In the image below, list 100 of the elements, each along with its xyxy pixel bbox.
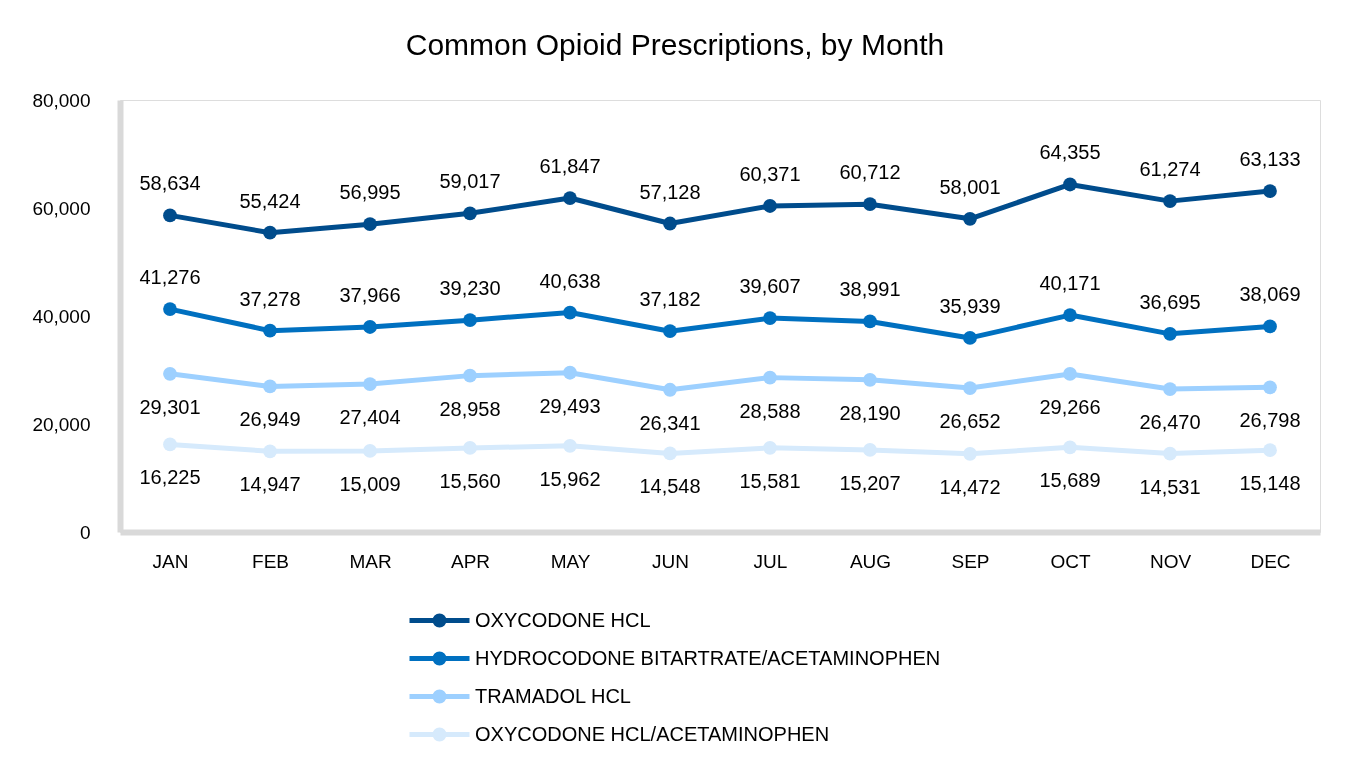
- y-tick-label: 0: [79, 521, 91, 543]
- data-label: 36,695: [1139, 290, 1201, 313]
- data-label: 40,638: [539, 269, 601, 292]
- point: [763, 199, 777, 213]
- point: [163, 302, 177, 316]
- point: [163, 437, 177, 452]
- point: [1263, 443, 1277, 458]
- point: [1263, 184, 1277, 198]
- data-label: 26,341: [639, 411, 701, 434]
- point: [1163, 382, 1177, 396]
- data-label: 14,531: [1139, 475, 1201, 498]
- data-label: 39,230: [439, 277, 501, 300]
- data-label: 40,171: [1039, 272, 1101, 295]
- data-label: 29,301: [139, 395, 201, 418]
- point: [1163, 326, 1177, 341]
- data-label: 15,560: [439, 469, 501, 492]
- data-label: 26,470: [1139, 411, 1201, 434]
- point: [463, 441, 477, 455]
- point: [463, 368, 477, 383]
- data-label: 28,958: [439, 397, 501, 420]
- data-label: 15,207: [839, 471, 901, 494]
- point: [263, 379, 277, 394]
- x-tick-label: JUL: [753, 550, 788, 572]
- point: [363, 217, 377, 232]
- point: [663, 324, 677, 339]
- data-label: 14,548: [639, 475, 701, 498]
- data-label: 28,588: [739, 399, 801, 422]
- data-label: 26,949: [239, 408, 301, 431]
- data-label: 15,581: [739, 469, 801, 492]
- data-label: 26,652: [939, 410, 1001, 433]
- data-label: 41,276: [139, 266, 201, 289]
- point: [663, 446, 677, 461]
- point: [763, 440, 777, 455]
- data-label: 15,962: [539, 467, 601, 490]
- x-tick-label: DEC: [1250, 550, 1291, 572]
- legend-label: TRAMADOL HCL: [475, 684, 631, 707]
- data-label: 37,966: [339, 283, 401, 306]
- x-tick-label: JUN: [652, 550, 689, 572]
- point: [963, 331, 977, 345]
- point: [1063, 308, 1077, 322]
- point: [563, 305, 577, 320]
- point: [363, 444, 377, 458]
- point: [763, 370, 777, 385]
- point: [263, 225, 277, 240]
- x-tick-label: APR: [450, 550, 491, 572]
- data-label: 35,939: [939, 294, 1001, 317]
- data-label: 29,266: [1039, 395, 1101, 418]
- point: [1263, 380, 1277, 395]
- point: [863, 197, 877, 212]
- data-label: 59,017: [439, 170, 501, 193]
- point: [563, 365, 577, 380]
- y-tick-label: 40,000: [32, 305, 91, 327]
- point: [1263, 319, 1277, 334]
- data-label: 64,355: [1039, 141, 1101, 164]
- data-label: 58,634: [139, 172, 201, 195]
- data-label: 37,278: [239, 287, 301, 310]
- point: [1063, 367, 1077, 381]
- legend-label: OXYCODONE HCL/ACETAMINOPHEN: [475, 722, 830, 745]
- x-tick-label: MAY: [550, 550, 591, 572]
- point: [963, 446, 977, 461]
- point: [1063, 177, 1077, 192]
- data-label: 61,847: [539, 155, 601, 178]
- data-label: 27,404: [339, 406, 401, 429]
- data-label: 15,009: [339, 472, 401, 495]
- data-label: 26,798: [1239, 409, 1301, 432]
- data-label: 14,947: [239, 473, 301, 496]
- point: [463, 313, 477, 328]
- point: [963, 381, 977, 395]
- point: [663, 216, 677, 231]
- data-label: 38,069: [1239, 283, 1301, 306]
- data-label: 60,712: [839, 161, 901, 184]
- point: [563, 191, 577, 205]
- point: [1163, 446, 1177, 461]
- data-label: 39,607: [739, 275, 801, 298]
- point: [263, 444, 277, 459]
- x-tick-label: NOV: [1149, 550, 1192, 572]
- x-tick-label: FEB: [252, 550, 289, 572]
- data-label: 28,190: [839, 401, 901, 424]
- point: [363, 377, 377, 391]
- data-label: 56,995: [339, 181, 401, 204]
- x-tick-label: JAN: [152, 550, 189, 572]
- y-tick-label: 60,000: [32, 197, 91, 219]
- point: [763, 311, 777, 325]
- x-tick-label: MAR: [349, 550, 392, 572]
- point: [1163, 194, 1177, 208]
- data-label: 14,472: [939, 475, 1001, 498]
- legend-label: OXYCODONE HCL: [475, 608, 651, 631]
- data-label: 37,182: [639, 288, 701, 311]
- point: [663, 382, 677, 397]
- data-label: 58,001: [939, 175, 1001, 198]
- data-label: 55,424: [239, 189, 301, 212]
- data-label: 63,133: [1239, 148, 1301, 171]
- data-label: 57,128: [639, 180, 701, 203]
- x-tick-label: AUG: [849, 550, 892, 572]
- legend-label: HYDROCODONE BITARTRATE/ACETAMINOPHEN: [475, 646, 941, 669]
- data-label: 38,991: [839, 278, 901, 301]
- x-tick-label: OCT: [1050, 550, 1091, 572]
- point: [1063, 440, 1077, 455]
- point: [163, 366, 177, 381]
- y-tick-label: 80,000: [32, 89, 91, 111]
